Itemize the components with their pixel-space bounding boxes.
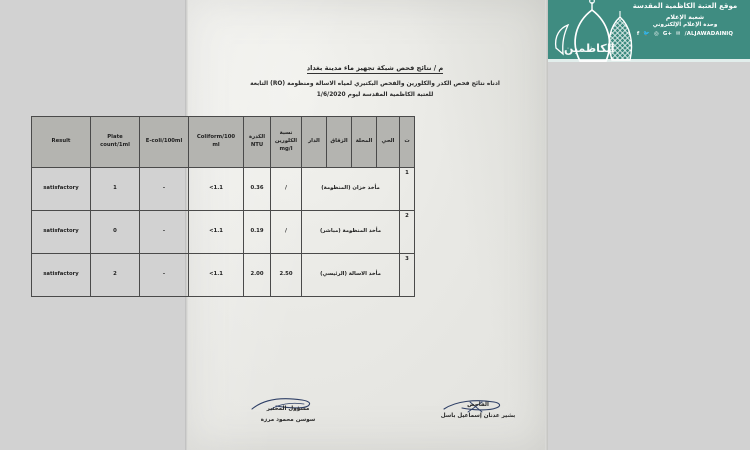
cell-plate-count: 1 <box>90 167 140 211</box>
column-header-coliform-main: Coliform/100 <box>196 134 236 141</box>
column-header-zuqaq-main: الزقاق <box>330 138 348 145</box>
shrine-logo-banner: الكاظمين موقع العتبة الكاظمية المقدسة شع… <box>548 0 750 62</box>
twitter-icon[interactable]: 🐦 <box>643 31 651 38</box>
cell-plate-count: 2 <box>90 253 140 297</box>
column-header-turbidity-main: الكدرة <box>248 134 266 141</box>
document-body-line-1: ادناه نتائج فحص الكدر والكلورين والفحص ا… <box>250 81 500 87</box>
column-header-hay-main: الحي <box>381 138 395 145</box>
cell-result: satisfactory <box>31 253 91 297</box>
column-header-turbidity-sub: NTU <box>250 142 264 148</box>
cell-number: 3 <box>399 253 415 297</box>
cell-coliform: <1.1 <box>188 253 244 297</box>
column-header-dar-main: الدار <box>308 138 320 145</box>
logo-calligraphy: موقع العتبة الكاظمية المقدسة <box>632 2 738 10</box>
cell-location: مأخذ الاسالة (الرئيسي) <box>301 253 400 297</box>
column-header-dar: الدار <box>301 116 327 168</box>
cell-chlorine: 2.50 <box>270 253 302 297</box>
cell-number: 2 <box>399 210 415 254</box>
column-header-mahalla: المحلة <box>351 116 377 168</box>
column-header-coliform: Coliform/100 ml <box>188 116 244 168</box>
signature-role-lab-manager: مسؤول المختبر <box>266 406 310 412</box>
table-row: satisfactory 1 - <1.1 0.36 / مأخذ خزان (… <box>31 167 415 211</box>
column-header-turbidity: الكدرة NTU <box>243 116 271 168</box>
table-row: satisfactory 0 - <1.1 0.19 / مأخذ المنظو… <box>31 210 415 254</box>
logo-social-handle[interactable]: /ALJAWADAINIQ <box>684 31 734 38</box>
logo-text-group: موقع العتبة الكاظمية المقدسة شعبة الإعلا… <box>626 2 744 37</box>
banner-background-filler <box>548 62 750 450</box>
column-header-plate-count: Plate count/1ml <box>90 116 140 168</box>
cell-coliform: <1.1 <box>188 167 244 211</box>
document-body: ادناه نتائج فحص الكدر والكلورين والفحص ا… <box>14 79 736 101</box>
svg-text:الكاظمين: الكاظمين <box>564 42 615 55</box>
cell-turbidity: 0.19 <box>243 210 271 254</box>
column-header-zuqaq: الزقاق <box>326 116 352 168</box>
signature-name-lab-manager: سوسن محمود مرزة <box>260 417 316 424</box>
table-header-row: Result Plate count/1ml E-coli/100ml Coli… <box>31 116 415 168</box>
column-header-plate-main: Plate <box>107 134 123 141</box>
table-row: satisfactory 2 - <1.1 2.00 2.50 مأخذ الا… <box>31 253 415 297</box>
logo-line-1: شعبة الإعلام <box>665 14 705 22</box>
cell-turbidity: 2.00 <box>243 253 271 297</box>
cell-number: 1 <box>399 167 415 211</box>
column-header-chlorine-main: نسبة الكلورين <box>274 130 298 145</box>
column-header-result-main: Result <box>51 138 71 145</box>
signature-name-examiner: بشير عدنان إسماعيل باسل <box>440 413 516 420</box>
cell-chlorine: / <box>270 167 302 211</box>
column-header-result: Result <box>31 116 91 168</box>
signature-role-examiner: الفاحص <box>467 402 489 408</box>
paper-right-edge <box>545 0 548 450</box>
cell-coliform: <1.1 <box>188 210 244 254</box>
cell-plate-count: 0 <box>90 210 140 254</box>
shrine-dome-icon: الكاظمين <box>550 0 646 62</box>
logo-social-row: f 🐦 ◎ G+ ✉ /ALJAWADAINIQ <box>626 31 744 37</box>
facebook-icon[interactable]: f <box>636 31 640 38</box>
signature-block-lab-manager: مسؤول المختبر سوسن محمود مرزة <box>240 404 336 426</box>
cell-ecoli: - <box>139 253 189 297</box>
document-subject-text: م / نتائج فحص شبكة تجهيز ماء مدينة بغداد <box>306 64 444 74</box>
signature-block-examiner: الفاحص بشير عدنان إسماعيل باسل <box>430 400 526 422</box>
column-header-ecoli: E-coli/100ml <box>139 116 189 168</box>
column-header-number: ت <box>399 116 415 168</box>
logo-underline <box>548 59 750 62</box>
cell-ecoli: - <box>139 210 189 254</box>
logo-line-2: وحدة الإعلام الإلكتروني <box>652 22 718 29</box>
google-plus-icon[interactable]: G+ <box>662 31 673 38</box>
column-header-chlorine: نسبة الكلورين mg/l <box>270 116 302 168</box>
cell-result: satisfactory <box>31 210 91 254</box>
document-body-line-2: للعتبة الكاظمية المقدسة ليوم 1/6/2020 <box>316 91 434 98</box>
cell-ecoli: - <box>139 167 189 211</box>
cell-result: satisfactory <box>31 167 91 211</box>
column-header-hay: الحي <box>376 116 400 168</box>
telegram-icon[interactable]: ✉ <box>676 31 681 38</box>
column-header-coliform-sub: ml <box>212 142 220 148</box>
cell-location: مأخذ خزان (المنظومة) <box>301 167 400 211</box>
document-subject: م / نتائج فحص شبكة تجهيز ماء مدينة بغداد <box>0 64 750 74</box>
column-header-chlorine-sub: mg/l <box>279 145 293 152</box>
cell-chlorine: / <box>270 210 302 254</box>
instagram-icon[interactable]: ◎ <box>654 31 659 38</box>
column-header-number-main: ت <box>404 138 410 145</box>
column-header-plate-sub: count/1ml <box>100 142 130 148</box>
cell-turbidity: 0.36 <box>243 167 271 211</box>
column-header-mahalla-main: المحلة <box>355 138 373 145</box>
results-table: Result Plate count/1ml E-coli/100ml Coli… <box>31 116 415 297</box>
cell-location: مأخذ المنظومة (مباشر) <box>301 210 400 254</box>
column-header-ecoli-main: E-coli/100ml <box>145 138 183 145</box>
